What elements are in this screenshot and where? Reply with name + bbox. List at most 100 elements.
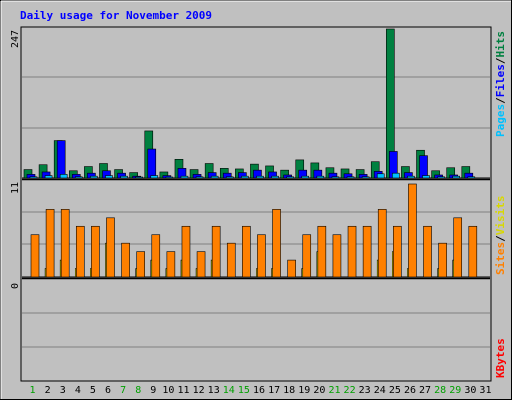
- sites-bar: [226, 242, 236, 278]
- day-label: 15: [238, 385, 250, 396]
- sites-bar: [347, 225, 357, 278]
- day-label: 28: [434, 385, 446, 396]
- day-label: 16: [253, 385, 265, 396]
- day-label: 17: [268, 385, 280, 396]
- pages-bar: [105, 175, 113, 179]
- pages-bar: [180, 175, 189, 179]
- day-label: 6: [105, 385, 111, 396]
- files-bar: [419, 155, 428, 179]
- day-label: 24: [374, 385, 386, 396]
- sites-bar: [377, 209, 387, 278]
- svg-text:Pages/Files/Hits: Pages/Files/Hits: [494, 31, 507, 137]
- sites-bar: [196, 251, 206, 278]
- day-label: 21: [328, 385, 340, 396]
- day-label: 4: [75, 385, 81, 396]
- pages-bar: [392, 172, 400, 179]
- pages-bar: [437, 176, 445, 179]
- pages-bar: [271, 175, 279, 179]
- legend-visits: Visits: [494, 196, 507, 236]
- day-label: 26: [404, 385, 416, 396]
- sites-bar: [453, 217, 463, 278]
- pages-bar: [407, 175, 415, 179]
- sites-bar: [136, 251, 145, 278]
- pages-bar: [301, 175, 310, 179]
- hits-legend: Pages/Files/Hits: [494, 31, 507, 137]
- sites-bar: [60, 209, 70, 278]
- pages-bar: [286, 176, 294, 179]
- day-label: 10: [162, 385, 174, 396]
- sites-bar: [211, 225, 221, 278]
- pages-bar: [90, 175, 98, 179]
- day-label: 8: [135, 385, 141, 396]
- day-label: 11: [177, 385, 189, 396]
- day-label: 7: [120, 385, 126, 396]
- pages-bar: [452, 175, 461, 179]
- pages-bar: [150, 175, 159, 179]
- day-labels: 1 2 3 4 5 6 7 8 9 10 11 12 13 14 15 16 17 18 19 20 21 22 23 24 2…: [30, 385, 492, 396]
- sites-bar: [423, 225, 432, 278]
- pages-bar: [165, 176, 174, 179]
- day-label: 1: [30, 385, 36, 396]
- day-label: 3: [60, 385, 66, 396]
- day-label: 23: [359, 385, 371, 396]
- day-label: 31: [479, 385, 491, 396]
- pages-bar: [422, 175, 430, 179]
- sites-bar: [287, 259, 296, 278]
- sites-bar: [393, 225, 402, 278]
- sites-bar: [408, 183, 417, 278]
- pages-bar: [241, 175, 249, 179]
- svg-text:Sites/Visits: Sites/Visits: [494, 196, 507, 276]
- day-label: 2: [45, 385, 51, 396]
- legend-kbytes: KBytes: [494, 338, 507, 378]
- visits-ymax-label: 11: [10, 182, 21, 194]
- visits-sites-panel: [22, 178, 490, 278]
- day-label: 9: [150, 385, 156, 396]
- day-label: 30: [464, 385, 476, 396]
- sites-bar: [242, 225, 251, 278]
- kbytes-ymax-label: 0: [10, 283, 21, 289]
- pages-bar: [331, 176, 340, 179]
- legend-pages: Pages: [494, 104, 507, 137]
- pages-bar: [376, 173, 385, 179]
- files-bar: [56, 140, 66, 179]
- sites-bar: [30, 234, 40, 278]
- sites-bar: [45, 209, 55, 278]
- sites-bar: [468, 225, 478, 278]
- chart-title: Daily usage for November 2009: [20, 9, 212, 22]
- pages-bar: [346, 176, 355, 179]
- day-label: 5: [90, 385, 96, 396]
- files-bar: [147, 148, 157, 179]
- sites-bar: [91, 225, 100, 278]
- sites-bar: [106, 217, 115, 278]
- sites-bar: [362, 225, 372, 278]
- pages-bar: [29, 176, 38, 179]
- pages-bar: [225, 176, 234, 179]
- kbytes-panel: [22, 277, 490, 348]
- pages-bar: [467, 176, 476, 179]
- legend-files: Files: [494, 64, 507, 97]
- sites-bar: [317, 225, 327, 278]
- day-label: 12: [193, 385, 205, 396]
- day-label: 19: [298, 385, 310, 396]
- pages-bar: [44, 175, 53, 179]
- pages-bar: [135, 176, 143, 179]
- pages-bar: [74, 176, 83, 179]
- day-label: 18: [283, 385, 295, 396]
- sites-bar: [75, 225, 85, 278]
- pages-bar: [120, 175, 128, 179]
- visits-legend: Sites/Visits: [494, 196, 507, 276]
- svg-text:KBytes: KBytes: [494, 338, 507, 378]
- pages-bar: [210, 175, 219, 179]
- sites-bar: [332, 234, 342, 278]
- day-label: 27: [419, 385, 431, 396]
- sites-bar: [272, 209, 281, 278]
- legend-hits: Hits: [494, 31, 507, 58]
- sites-bar: [181, 225, 191, 278]
- day-label: 20: [313, 385, 325, 396]
- legend-sites: Sites: [494, 242, 507, 275]
- pages-bar: [361, 176, 370, 179]
- day-label: 13: [208, 385, 220, 396]
- hits-files-pages-panel: [22, 28, 490, 179]
- day-label: 29: [449, 385, 461, 396]
